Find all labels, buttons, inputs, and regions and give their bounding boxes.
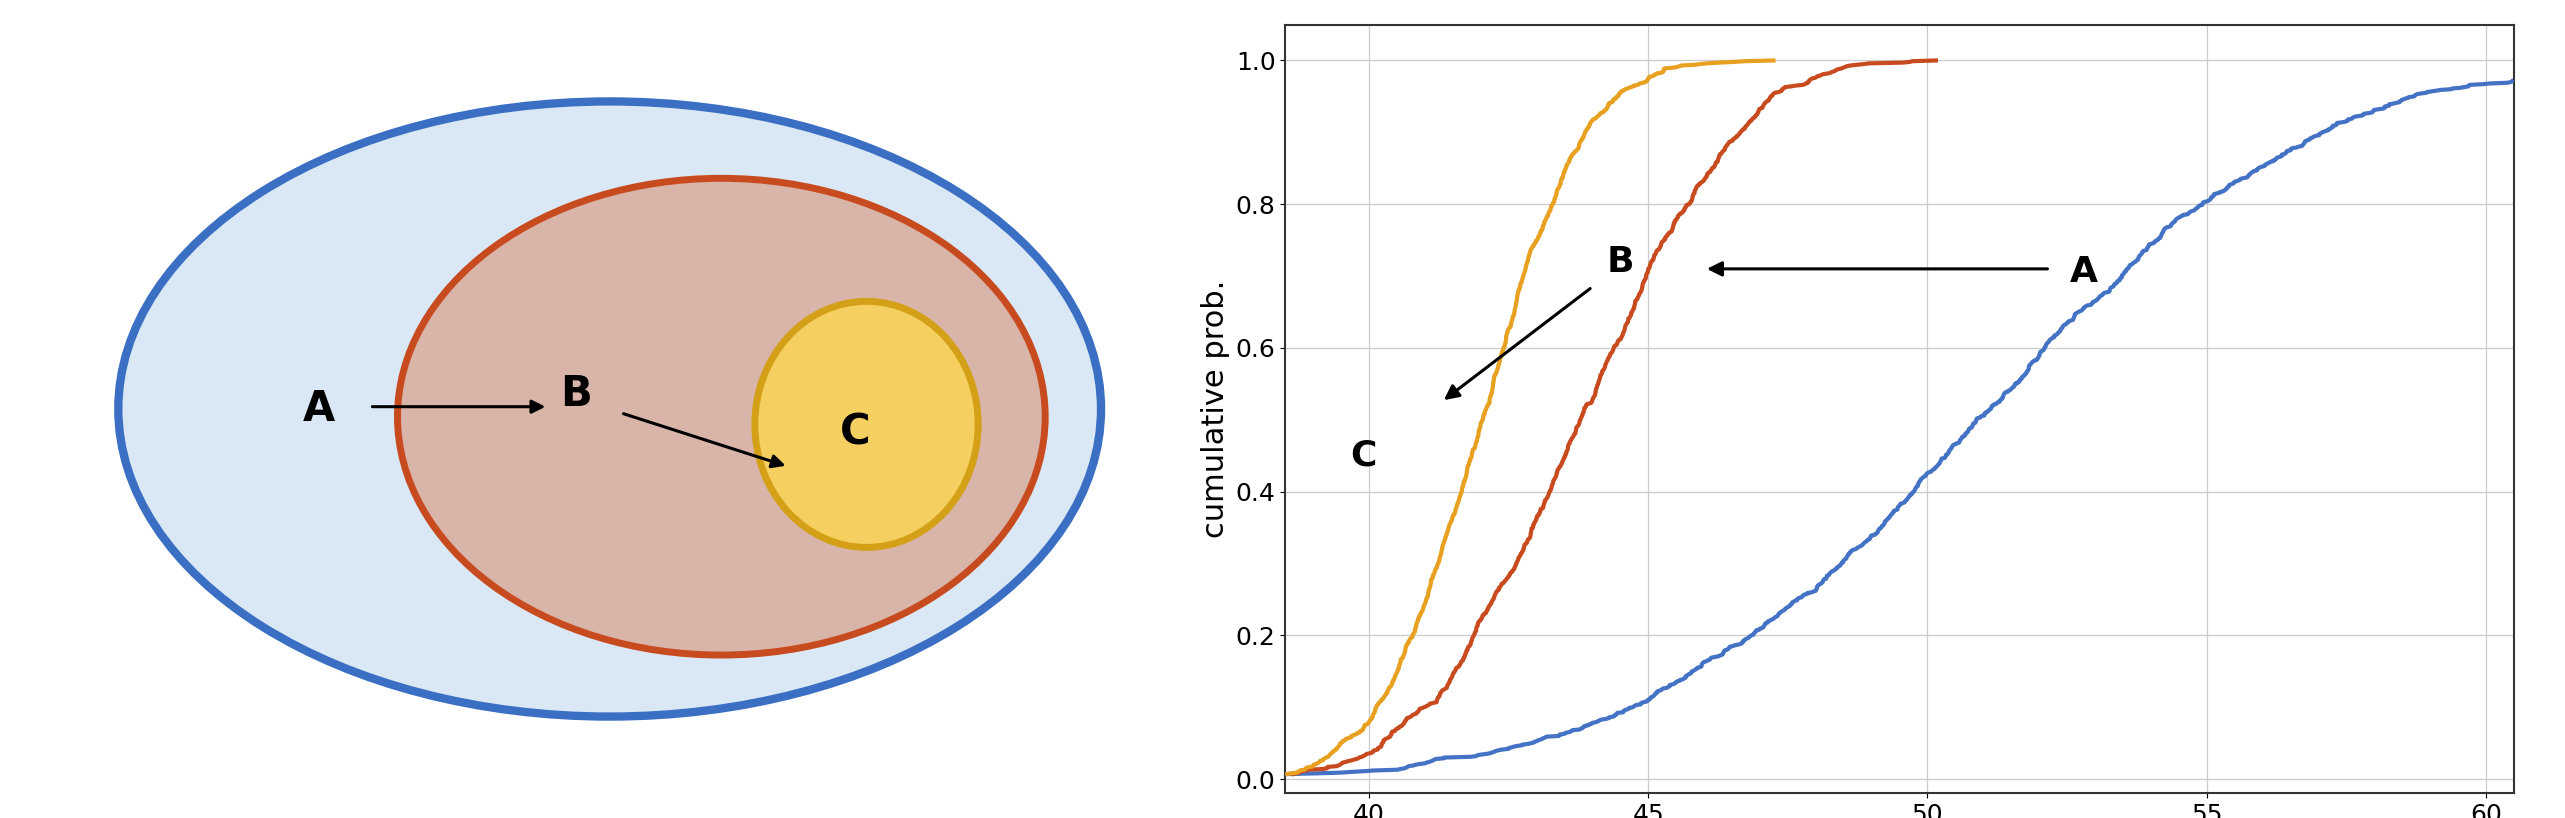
Text: B: B xyxy=(1606,245,1634,279)
Y-axis label: cumulative prob.: cumulative prob. xyxy=(1200,280,1231,538)
Text: C: C xyxy=(1349,438,1377,473)
Text: C: C xyxy=(839,411,870,453)
Text: A: A xyxy=(303,388,336,430)
Ellipse shape xyxy=(754,301,977,547)
Ellipse shape xyxy=(118,101,1100,717)
Text: B: B xyxy=(559,373,593,415)
Text: A: A xyxy=(2070,255,2098,290)
Ellipse shape xyxy=(398,178,1044,655)
